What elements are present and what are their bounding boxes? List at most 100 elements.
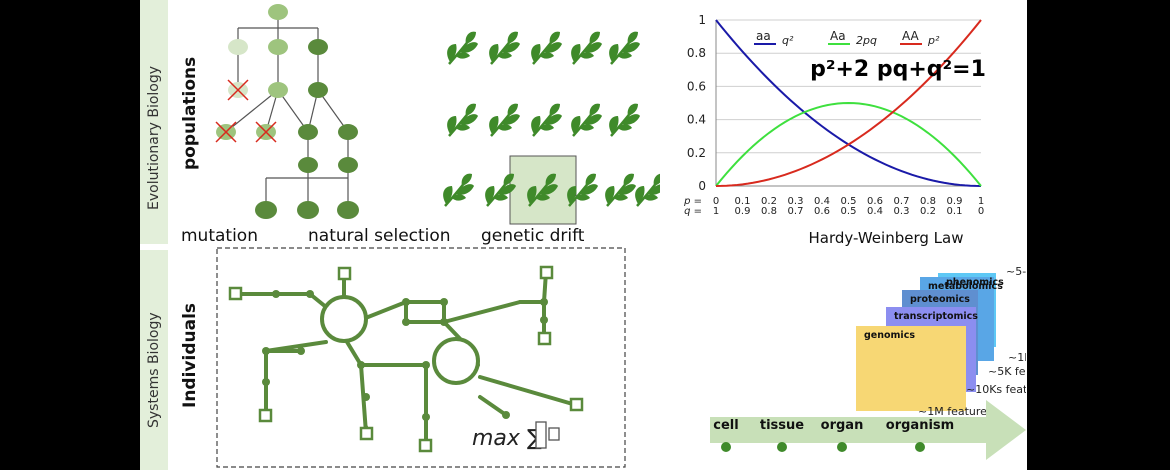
network-node	[262, 378, 270, 386]
tree-node	[308, 82, 328, 98]
populations-label: populations	[180, 56, 200, 170]
genetic-drift-plants	[443, 31, 660, 225]
tree-node	[298, 124, 318, 140]
individuals-label: Individuals	[180, 302, 200, 408]
y-tick-label: 0.4	[687, 113, 706, 127]
scale-label: organ	[821, 418, 864, 433]
omics-layer-label: genomics	[864, 330, 915, 341]
x-tick-label-q: 0.1	[947, 206, 963, 217]
x-tick-label-q: 0.2	[920, 206, 936, 217]
plant-icon	[489, 103, 520, 137]
network-terminal	[258, 408, 273, 423]
scale-dot	[837, 442, 847, 452]
natural-selection-caption: natural selection	[308, 226, 451, 246]
chart-title: Hardy-Weinberg Law	[809, 229, 964, 247]
x-tick-label-q: 0.3	[894, 206, 910, 217]
y-tick-label: 0.2	[687, 146, 706, 160]
network-node	[540, 316, 548, 324]
network-node	[272, 290, 280, 298]
x-tick-label-q: 1	[713, 206, 719, 217]
plant-icon	[485, 173, 516, 207]
scale-label: cell	[713, 418, 738, 433]
y-tick-label: 0.6	[687, 79, 706, 93]
legend-term: 2pq	[856, 34, 877, 47]
x-tick-label-q: 0.9	[735, 206, 751, 217]
network-node	[440, 318, 448, 326]
omics-layer-label: transcriptomics	[894, 311, 978, 322]
evolutionary-biology-label-box	[140, 0, 168, 244]
tree-node	[337, 201, 359, 219]
legend-term: p²	[927, 34, 940, 47]
tree-node	[297, 201, 319, 219]
mutation-selection-tree	[215, 4, 359, 219]
tree-node	[338, 157, 358, 173]
hardy-weinberg-chart: 00.20.40.60.81 p =q =010.10.90.20.80.30.…	[683, 13, 986, 247]
network-terminal	[539, 265, 554, 280]
omics-feature-count: ~5K features	[988, 365, 1026, 378]
objective-box-icon	[535, 421, 547, 449]
plant-icon	[447, 103, 478, 137]
plant-icon	[609, 103, 640, 137]
network-node	[357, 361, 365, 369]
x-tick-label-q: 0	[978, 206, 984, 217]
omics-feature-count: ~1K features	[1008, 351, 1026, 364]
tree-node	[255, 201, 277, 219]
omics-feature-count: ~1M features	[918, 405, 993, 418]
x-tick-label-p: 0.2	[761, 196, 777, 207]
scale-arrow	[710, 400, 1026, 460]
x-tick-label-p: 1	[978, 196, 984, 207]
network-node	[402, 318, 410, 326]
x-row-label: q =	[684, 206, 702, 217]
scale-label: tissue	[760, 418, 804, 433]
plant-icon	[571, 103, 602, 137]
series-line-Aa	[715, 101, 982, 187]
tree-node	[308, 39, 328, 55]
plant-icon	[489, 31, 520, 65]
plant-icon	[531, 31, 562, 65]
x-tick-label-q: 0.7	[788, 206, 804, 217]
x-tick-label-p: 0.3	[788, 196, 804, 207]
omics-layer-label: proteomics	[910, 294, 970, 305]
metabolite-pool	[320, 295, 368, 343]
x-tick-label-p: 0.7	[894, 196, 910, 207]
network-terminal	[569, 397, 584, 412]
x-tick-label-p: 0.8	[920, 196, 936, 207]
systems-biology-label-box	[140, 250, 168, 470]
x-tick-label-q: 0.8	[761, 206, 777, 217]
plant-icon	[447, 31, 478, 65]
tree-node	[338, 124, 358, 140]
network-node	[502, 411, 510, 419]
omics-feature-count: ~10Ks features	[966, 383, 1026, 396]
objective-box-icon	[548, 427, 560, 441]
plant-icon	[531, 103, 562, 137]
x-tick-label-p: 0	[713, 196, 719, 207]
x-tick-label-p: 0.5	[841, 196, 857, 207]
x-tick-label-p: 0.9	[947, 196, 963, 207]
tree-node	[268, 82, 288, 98]
network-node	[440, 298, 448, 306]
figure-canvas: Evolutionary Biology populations Systems…	[140, 0, 1027, 470]
hw-equation: p²+2 pq+q²=1	[810, 57, 986, 82]
x-tick-label-q: 0.5	[841, 206, 857, 217]
plant-icon	[609, 31, 640, 65]
objective-formula: max ∑	[472, 426, 542, 451]
network-terminal	[537, 331, 552, 346]
genetic-drift-caption: genetic drift	[481, 226, 585, 246]
x-tick-label-q: 0.4	[867, 206, 883, 217]
plant-icon	[567, 173, 598, 207]
scale-dot	[721, 442, 731, 452]
network-node	[262, 347, 270, 355]
tree-node	[268, 39, 288, 55]
network-node	[422, 361, 430, 369]
metabolic-network: max ∑	[216, 247, 626, 468]
network-terminal	[359, 426, 374, 441]
systems-biology-label: Systems Biology	[146, 312, 162, 428]
x-tick-label-p: 0.1	[735, 196, 751, 207]
network-dashed-border	[216, 247, 626, 468]
plant-icon	[635, 173, 660, 207]
x-row-label: p =	[683, 196, 702, 207]
x-tick-label-q: 0.6	[814, 206, 830, 217]
y-tick-label: 0.8	[687, 46, 706, 60]
scale-dot	[777, 442, 787, 452]
